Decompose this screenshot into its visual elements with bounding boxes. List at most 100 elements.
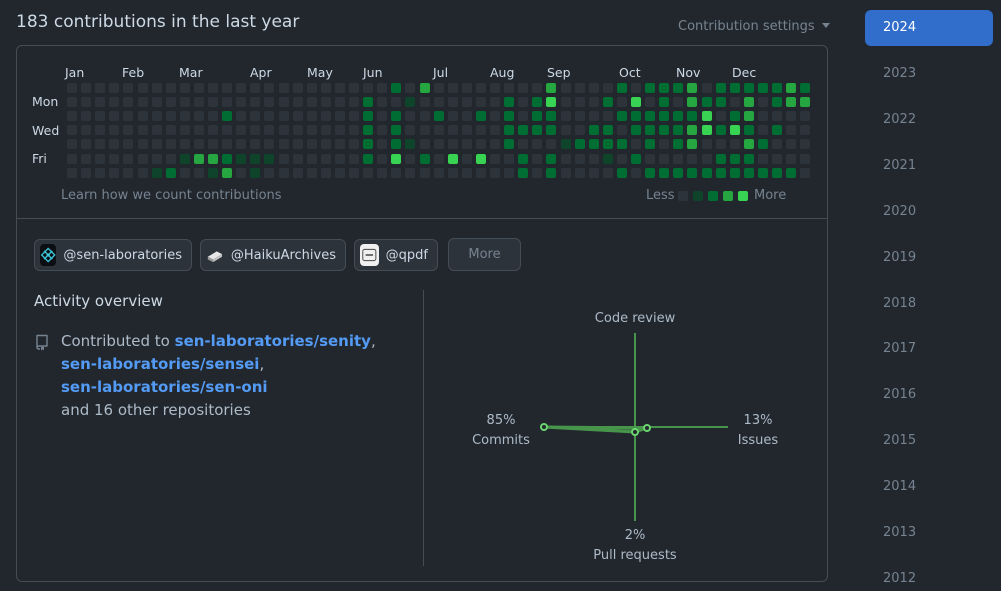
contribution-day-cell[interactable] bbox=[447, 83, 458, 93]
contribution-day-cell[interactable] bbox=[433, 83, 444, 93]
contribution-day-cell[interactable] bbox=[405, 125, 416, 136]
contribution-day-cell[interactable] bbox=[504, 97, 515, 108]
contribution-day-cell[interactable] bbox=[179, 167, 190, 178]
contribution-day-cell[interactable] bbox=[447, 167, 458, 178]
contribution-day-cell[interactable] bbox=[165, 153, 176, 164]
contribution-day-cell[interactable] bbox=[616, 83, 627, 93]
contribution-day-cell[interactable] bbox=[377, 167, 388, 178]
contribution-day-cell[interactable] bbox=[504, 139, 515, 150]
org-filter-qpdf[interactable]: @qpdf bbox=[354, 239, 438, 271]
contribution-day-cell[interactable] bbox=[306, 167, 317, 178]
contribution-day-cell[interactable] bbox=[123, 111, 134, 122]
contribution-day-cell[interactable] bbox=[673, 125, 684, 136]
contribution-day-cell[interactable] bbox=[377, 83, 388, 93]
contribution-day-cell[interactable] bbox=[447, 139, 458, 150]
contribution-day-cell[interactable] bbox=[151, 125, 162, 136]
contribution-day-cell[interactable] bbox=[81, 153, 92, 164]
contribution-day-cell[interactable] bbox=[800, 125, 811, 136]
contribution-day-cell[interactable] bbox=[715, 153, 726, 164]
contribution-day-cell[interactable] bbox=[757, 153, 768, 164]
contribution-day-cell[interactable] bbox=[334, 97, 345, 108]
contribution-day-cell[interactable] bbox=[419, 83, 430, 93]
year-tab-2013[interactable]: 2013 bbox=[883, 525, 917, 540]
contribution-day-cell[interactable] bbox=[264, 153, 275, 164]
contribution-day-cell[interactable] bbox=[419, 97, 430, 108]
contribution-day-cell[interactable] bbox=[405, 83, 416, 93]
contribution-day-cell[interactable] bbox=[490, 153, 500, 164]
learn-how-link[interactable]: Learn how we count contributions bbox=[61, 188, 282, 203]
contribution-day-cell[interactable] bbox=[137, 97, 148, 108]
contribution-day-cell[interactable] bbox=[574, 125, 585, 136]
contribution-day-cell[interactable] bbox=[673, 153, 684, 164]
year-tab-2023[interactable]: 2023 bbox=[883, 66, 917, 81]
contribution-day-cell[interactable] bbox=[602, 111, 613, 122]
contribution-day-cell[interactable] bbox=[490, 111, 500, 122]
contribution-day-cell[interactable] bbox=[743, 97, 754, 108]
contribution-day-cell[interactable] bbox=[306, 125, 317, 136]
contribution-day-cell[interactable] bbox=[645, 97, 656, 108]
contribution-day-cell[interactable] bbox=[602, 167, 613, 178]
contribution-day-cell[interactable] bbox=[250, 111, 261, 122]
year-tab-2019[interactable]: 2019 bbox=[883, 249, 917, 265]
contribution-day-cell[interactable] bbox=[222, 167, 233, 178]
contribution-day-cell[interactable] bbox=[391, 111, 402, 122]
contribution-day-cell[interactable] bbox=[546, 153, 557, 164]
contribution-day-cell[interactable] bbox=[447, 111, 458, 122]
contribution-day-cell[interactable] bbox=[405, 111, 416, 122]
contribution-day-cell[interactable] bbox=[67, 111, 77, 122]
contribution-day-cell[interactable] bbox=[222, 125, 233, 136]
contribution-day-cell[interactable] bbox=[687, 83, 698, 93]
contribution-day-cell[interactable] bbox=[264, 97, 275, 108]
contribution-day-cell[interactable] bbox=[306, 111, 317, 122]
contribution-day-cell[interactable] bbox=[165, 111, 176, 122]
contribution-day-cell[interactable] bbox=[729, 97, 740, 108]
contribution-day-cell[interactable] bbox=[461, 139, 472, 150]
contribution-day-cell[interactable] bbox=[222, 97, 233, 108]
contribution-day-cell[interactable] bbox=[673, 167, 684, 178]
contribution-day-cell[interactable] bbox=[292, 97, 303, 108]
contribution-day-cell[interactable] bbox=[264, 125, 275, 136]
contribution-day-cell[interactable] bbox=[729, 83, 740, 93]
contribution-day-cell[interactable] bbox=[800, 139, 811, 150]
contribution-day-cell[interactable] bbox=[95, 139, 106, 150]
contribution-day-cell[interactable] bbox=[701, 153, 712, 164]
contribution-day-cell[interactable] bbox=[236, 97, 247, 108]
contribution-day-cell[interactable] bbox=[95, 111, 106, 122]
contribution-day-cell[interactable] bbox=[109, 97, 120, 108]
contribution-day-cell[interactable] bbox=[659, 139, 670, 150]
contribution-day-cell[interactable] bbox=[363, 97, 374, 108]
contribution-day-cell[interactable] bbox=[222, 83, 233, 93]
contribution-day-cell[interactable] bbox=[264, 139, 275, 150]
contribution-day-cell[interactable] bbox=[250, 139, 261, 150]
year-tab-2016[interactable]: 2016 bbox=[883, 387, 917, 403]
contribution-day-cell[interactable] bbox=[193, 167, 204, 178]
contribution-day-cell[interactable] bbox=[278, 125, 289, 136]
contribution-day-cell[interactable] bbox=[208, 111, 218, 122]
contribution-day-cell[interactable] bbox=[334, 125, 345, 136]
contribution-day-cell[interactable] bbox=[490, 125, 500, 136]
contribution-day-cell[interactable] bbox=[109, 111, 120, 122]
contribution-day-cell[interactable] bbox=[109, 83, 120, 93]
contribution-day-cell[interactable] bbox=[67, 139, 77, 150]
contribution-day-cell[interactable] bbox=[616, 139, 627, 150]
contribution-day-cell[interactable] bbox=[123, 125, 134, 136]
contribution-day-cell[interactable] bbox=[292, 167, 303, 178]
contribution-day-cell[interactable] bbox=[123, 97, 134, 108]
contribution-day-cell[interactable] bbox=[179, 83, 190, 93]
contribution-day-cell[interactable] bbox=[193, 97, 204, 108]
contribution-day-cell[interactable] bbox=[645, 153, 656, 164]
contribution-day-cell[interactable] bbox=[461, 97, 472, 108]
contribution-day-cell[interactable] bbox=[349, 125, 359, 136]
contribution-day-cell[interactable] bbox=[687, 153, 698, 164]
contribution-day-cell[interactable] bbox=[560, 139, 571, 150]
year-tab-2014[interactable]: 2014 bbox=[883, 479, 917, 495]
contribution-day-cell[interactable] bbox=[193, 139, 204, 150]
contribution-day-cell[interactable] bbox=[757, 97, 768, 108]
contribution-day-cell[interactable] bbox=[320, 153, 331, 164]
contribution-day-cell[interactable] bbox=[475, 167, 486, 178]
contribution-day-cell[interactable] bbox=[236, 139, 247, 150]
contribution-day-cell[interactable] bbox=[208, 125, 218, 136]
contribution-day-cell[interactable] bbox=[800, 153, 811, 164]
contribution-day-cell[interactable] bbox=[772, 83, 782, 93]
contribution-day-cell[interactable] bbox=[391, 153, 402, 164]
